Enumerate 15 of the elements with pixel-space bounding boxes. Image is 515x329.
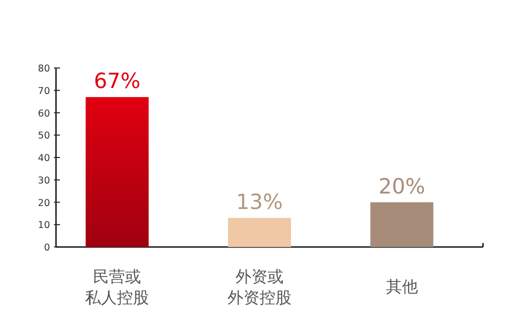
x-tick-label: 民营或私人控股	[85, 267, 150, 307]
y-tick-label: 40	[38, 153, 50, 164]
y-tick-label: 60	[38, 108, 50, 120]
y-tick-label: 70	[38, 86, 50, 97]
data-label: 13%	[236, 190, 283, 214]
y-tick-label: 0	[44, 242, 50, 254]
y-tick-label: 30	[38, 175, 50, 186]
y-tick-label: 50	[38, 130, 50, 142]
data-label: 20%	[378, 174, 426, 198]
x-tick-label: 外资或外资控股	[228, 267, 292, 307]
x-tick-label: 其他	[386, 277, 418, 296]
y-tick-label: 20	[38, 198, 50, 209]
y-tick-label: 10	[38, 220, 50, 232]
y-tick-label: 80	[38, 64, 50, 74]
data-label: 67%	[94, 69, 141, 94]
